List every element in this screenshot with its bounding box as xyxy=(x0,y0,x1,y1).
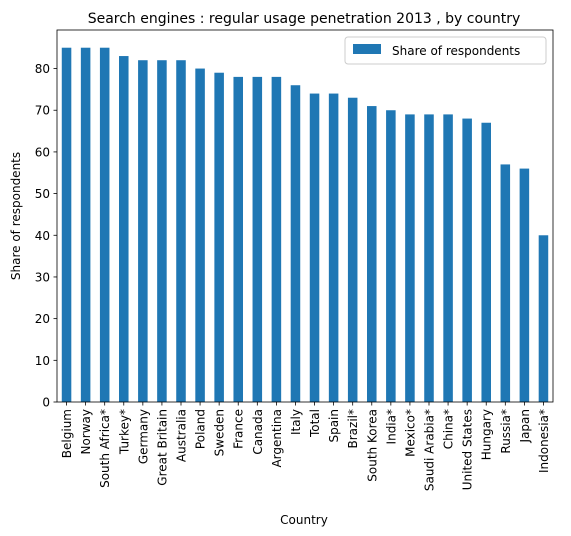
plot-frame xyxy=(56,29,554,403)
x-tick-label: Saudi Arabia* xyxy=(423,409,437,491)
bar-hungary xyxy=(481,122,491,403)
bar-indonesia xyxy=(538,235,549,402)
x-tick-label: Indonesia* xyxy=(537,409,551,473)
x-tick-label: Hungary xyxy=(480,409,494,460)
x-tick-label: France xyxy=(232,409,246,449)
bar-japan xyxy=(519,168,530,402)
bar-south-africa xyxy=(99,47,110,403)
y-tick-label: 0 xyxy=(42,396,50,410)
y-axis: 0 10 20 30 40 50 60 70 80 xyxy=(35,62,57,410)
x-tick-label: Canada xyxy=(251,409,265,455)
x-tick-label: South Africa* xyxy=(98,409,112,488)
y-tick-label: 80 xyxy=(35,62,50,76)
x-tick-label: India* xyxy=(384,409,398,444)
y-tick-label: 60 xyxy=(35,145,50,159)
bar-saudi-arabia xyxy=(424,114,434,403)
x-tick-label: Brazil* xyxy=(346,409,360,449)
x-tick-label: Sweden xyxy=(213,409,227,456)
bar-great-britain xyxy=(157,60,167,402)
legend-label: Share of respondents xyxy=(392,44,520,58)
bar-belgium xyxy=(61,47,72,403)
y-tick-label: 20 xyxy=(35,312,50,326)
x-tick-label: Total xyxy=(308,409,322,438)
bar-south-korea xyxy=(367,106,377,402)
bar-spain xyxy=(328,93,339,402)
chart-title: Search engines : regular usage penetrati… xyxy=(88,11,521,27)
x-axis: Belgium Norway South Africa* Turkey* Germany… xyxy=(60,402,551,491)
x-tick-label: Australia xyxy=(175,409,189,462)
bar-brazil xyxy=(347,97,358,402)
legend: Share of respondents xyxy=(344,36,547,65)
bar-canada xyxy=(252,76,263,402)
bar-turkey xyxy=(119,56,129,403)
x-tick-label: Poland xyxy=(194,409,208,449)
x-tick-label: Italy xyxy=(289,409,303,435)
x-tick-label: Russia* xyxy=(499,409,513,454)
x-tick-label: Spain xyxy=(327,409,341,443)
y-tick-label: 30 xyxy=(35,270,50,284)
legend-frame xyxy=(344,36,547,65)
bar-china xyxy=(443,114,453,403)
bar-poland xyxy=(195,68,205,403)
x-tick-label: Argentina xyxy=(270,409,284,468)
legend-swatch xyxy=(353,44,381,54)
bar-italy xyxy=(290,85,301,402)
x-tick-label: South Korea xyxy=(365,409,379,482)
x-tick-label: Belgium xyxy=(60,409,74,458)
bar-mexico xyxy=(405,114,415,403)
x-axis-title: Country xyxy=(280,513,328,527)
bar-germany xyxy=(138,60,148,402)
x-tick-label: Turkey* xyxy=(117,409,131,455)
bar-norway xyxy=(80,47,91,403)
x-tick-label: Japan xyxy=(518,409,532,443)
bar-sweden xyxy=(214,72,224,402)
x-tick-label: Germany xyxy=(136,409,150,464)
y-tick-label: 10 xyxy=(35,354,50,368)
bar-france xyxy=(233,76,243,402)
y-tick-label: 40 xyxy=(35,229,50,243)
x-tick-label: Norway xyxy=(79,409,93,455)
x-tick-label: United States xyxy=(461,409,475,490)
bar-australia xyxy=(176,60,186,402)
bar-argentina xyxy=(271,76,282,402)
bars-group xyxy=(61,47,549,403)
y-tick-label: 50 xyxy=(35,187,50,201)
bar-united-states xyxy=(462,118,472,402)
x-tick-label: Great Britain xyxy=(155,409,169,486)
bar-russia xyxy=(500,164,511,402)
bar-total xyxy=(309,93,320,402)
x-tick-label: Mexico* xyxy=(403,409,417,457)
y-axis-title: Share of respondents xyxy=(9,152,23,280)
y-tick-label: 70 xyxy=(35,104,50,118)
bar-india xyxy=(386,110,396,403)
x-tick-label: China* xyxy=(442,409,456,449)
